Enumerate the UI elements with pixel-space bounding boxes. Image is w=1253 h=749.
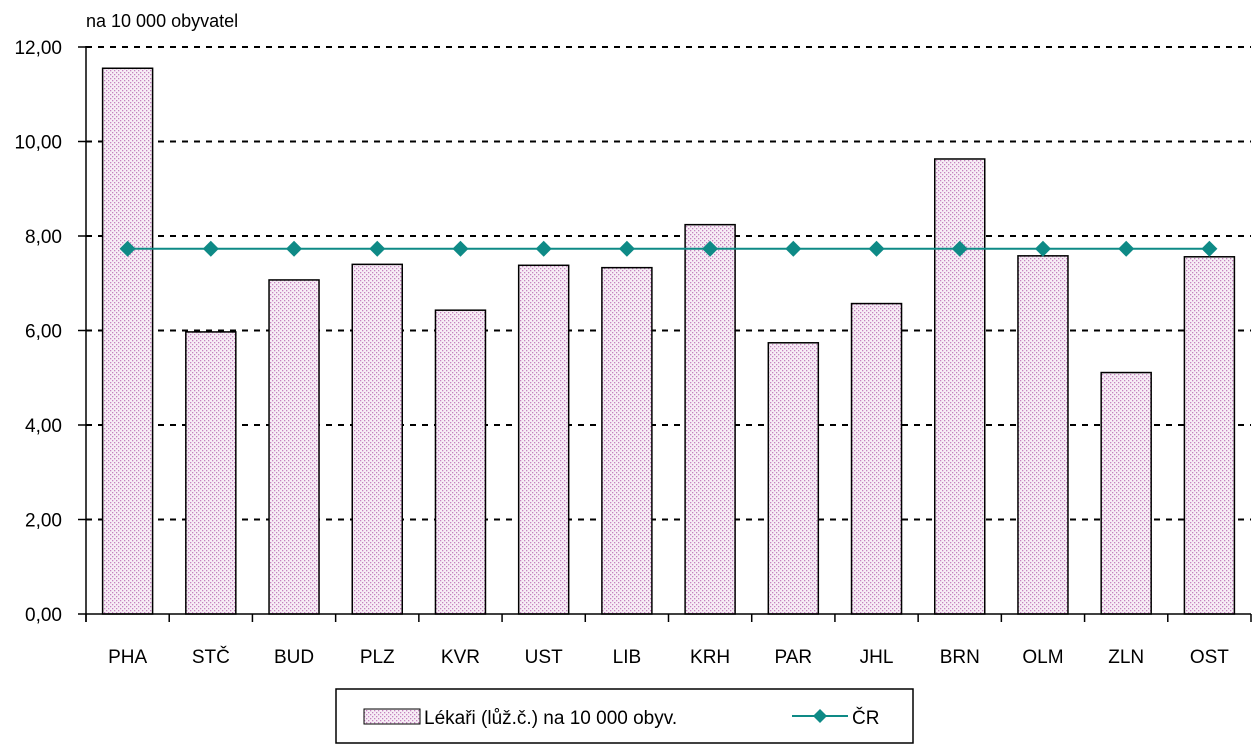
legend: Lékaři (lůž.č.) na 10 000 obyv. ČR xyxy=(335,688,914,744)
line-point xyxy=(369,240,386,257)
bar xyxy=(101,67,154,615)
x-tick-label: OLM xyxy=(1022,647,1063,668)
line-point xyxy=(202,240,219,257)
y-axis-unit-label: na 10 000 obyvatel xyxy=(86,11,238,31)
bar-series xyxy=(101,67,1236,615)
bar xyxy=(268,279,320,615)
x-tick-labels: PHA STČ BUD PLZ KVR UST LIB KRH PAR JHL BRN OLM ZLN O… xyxy=(108,646,1229,668)
y-tick-labels: 0,00 2,00 4,00 6,00 8,00 10,00 12,00 xyxy=(14,38,62,626)
line-point xyxy=(119,240,136,257)
x-tick-label: OST xyxy=(1190,647,1229,668)
x-tick-label: ZLN xyxy=(1108,647,1144,668)
x-tick-label: BRN xyxy=(940,647,980,668)
line-point xyxy=(1118,240,1135,257)
bar xyxy=(185,331,237,615)
legend-line-marker xyxy=(813,709,827,723)
bar xyxy=(684,223,736,615)
y-tick-label: 0,00 xyxy=(25,605,62,626)
bar xyxy=(934,158,986,615)
x-tick-label: KRH xyxy=(690,647,730,668)
line-point xyxy=(452,240,469,257)
line-point xyxy=(618,240,635,257)
y-tick-label: 6,00 xyxy=(25,322,62,343)
y-tick-label: 8,00 xyxy=(25,227,62,248)
line-point xyxy=(868,240,885,257)
bar xyxy=(1017,255,1069,615)
x-tick-label: STČ xyxy=(192,646,230,668)
line-point xyxy=(286,240,303,257)
x-tick-label: UST xyxy=(525,647,563,668)
bar xyxy=(601,266,653,615)
y-tick-label: 10,00 xyxy=(14,133,62,154)
legend-line-label: ČR xyxy=(852,707,879,729)
bar xyxy=(434,309,487,615)
bar xyxy=(351,263,403,615)
x-tick-label: PAR xyxy=(774,647,812,668)
legend-bar-swatch xyxy=(363,708,421,725)
line-point xyxy=(1201,240,1218,257)
y-tick-label: 4,00 xyxy=(25,416,62,437)
x-tick-label: JHL xyxy=(860,647,894,668)
x-tick-label: PHA xyxy=(108,647,147,668)
y-tick-label: 2,00 xyxy=(25,511,62,532)
legend-bar-label: Lékaři (lůž.č.) na 10 000 obyv. xyxy=(424,708,677,729)
line-series xyxy=(119,240,1218,257)
line-point xyxy=(702,240,719,257)
x-tick-label: KVR xyxy=(441,647,480,668)
line-point xyxy=(951,240,968,257)
x-tick-label: BUD xyxy=(274,647,314,668)
line-point xyxy=(785,240,802,257)
bar xyxy=(767,342,820,615)
bar xyxy=(1100,371,1152,615)
bar xyxy=(517,264,570,615)
line-point xyxy=(1034,240,1051,257)
x-tick-label: PLZ xyxy=(360,647,395,668)
bar xyxy=(850,302,903,615)
axes xyxy=(78,46,1252,622)
x-tick-label: LIB xyxy=(613,647,642,668)
line-point xyxy=(535,240,552,257)
bar xyxy=(1183,256,1236,615)
y-tick-label: 12,00 xyxy=(14,38,62,59)
gridlines xyxy=(86,46,1251,521)
